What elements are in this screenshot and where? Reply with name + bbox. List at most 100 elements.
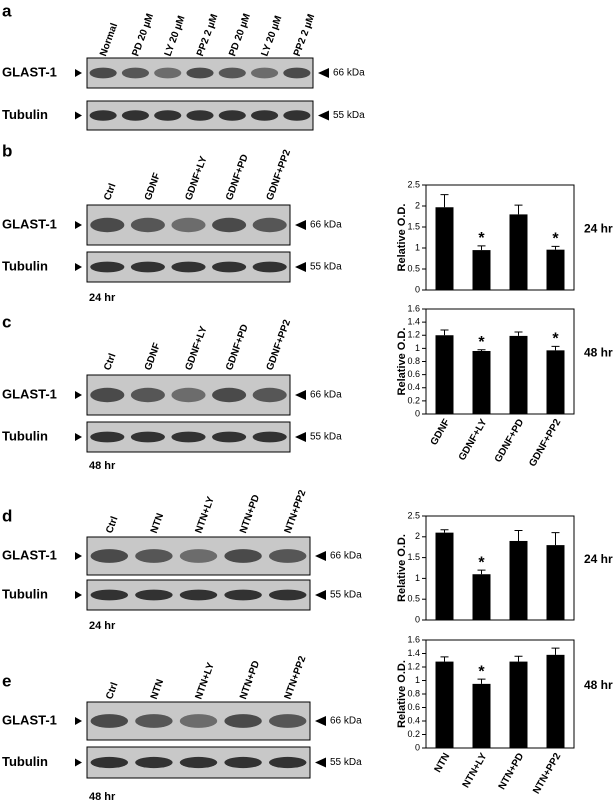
blot-band [135, 756, 173, 769]
bar [509, 214, 528, 290]
error-bar [514, 331, 523, 336]
blot-band [171, 261, 206, 273]
significance-mark: * [552, 331, 559, 348]
blot-band [130, 261, 165, 273]
blot-band [186, 67, 214, 79]
y-axis-label: Relative O.D. [396, 534, 408, 602]
x-tick-label: GDNF+PD [493, 417, 527, 464]
error-bar [514, 655, 523, 662]
error-bar [551, 532, 560, 546]
time-label: 48 hr [89, 791, 116, 803]
row-label: GLAST-1 [2, 386, 57, 401]
blot-band [179, 549, 218, 563]
row-arrow [75, 263, 82, 271]
marker-arrow [315, 757, 326, 768]
bar [472, 683, 491, 748]
blot-band [179, 756, 218, 769]
blot-band [135, 589, 173, 601]
blot-band [171, 431, 206, 443]
y-tick-label: 0.4 [407, 382, 420, 392]
size-marker: 66 kDa [333, 68, 365, 79]
blot-band [154, 110, 182, 121]
y-tick-label: 0 [415, 408, 420, 418]
blot-band [212, 261, 247, 273]
bar [546, 249, 565, 290]
y-axis-label: Relative O.D. [396, 328, 408, 396]
lane-label: Ctrl [104, 681, 120, 701]
error-bar [551, 647, 560, 655]
error-bar [477, 349, 486, 351]
blot-band [224, 589, 262, 601]
row-label: Tubulin [2, 586, 48, 601]
blot-band [90, 756, 129, 769]
marker-arrow [315, 716, 326, 726]
blot-band [89, 110, 117, 121]
error-bar [477, 678, 486, 684]
y-tick-label: 2 [415, 200, 420, 210]
blot-band [130, 217, 165, 233]
plot-frame [425, 184, 575, 291]
error-bar [514, 530, 523, 541]
lane-label: GDNF+PP2 [265, 318, 294, 372]
row-arrow [75, 391, 82, 399]
error-bar [477, 569, 486, 575]
row-arrow [75, 433, 82, 441]
bar [472, 351, 491, 414]
y-tick-label: 0.8 [407, 356, 420, 366]
size-marker: 55 kDa [330, 590, 362, 601]
significance-mark: * [478, 230, 485, 247]
error-bar [514, 204, 523, 215]
row-arrow [75, 552, 82, 560]
x-tick-label: GDNF+LY [457, 417, 490, 463]
error-bar [477, 245, 486, 251]
bar [509, 540, 528, 620]
blot-band [224, 714, 262, 728]
lane-label: PP2 2 µM [292, 13, 317, 58]
size-marker: 66 kDa [330, 551, 362, 562]
row-label: Tubulin [2, 107, 48, 122]
bar [546, 654, 565, 748]
blot-band [121, 110, 149, 121]
y-tick-label: 0.4 [407, 715, 420, 725]
lane-label: NTN [149, 512, 166, 535]
y-tick-label: 1.4 [407, 317, 420, 327]
blot-band [130, 387, 165, 403]
blot-band [252, 217, 287, 233]
bar [546, 545, 565, 620]
blot-band [252, 387, 287, 403]
size-marker: 66 kDa [310, 390, 342, 401]
blot-band [121, 67, 149, 79]
blot-band [90, 387, 125, 403]
blot-band [90, 431, 125, 443]
blot-band [212, 217, 247, 233]
y-tick-label: 0.5 [407, 594, 420, 604]
y-tick-label: 0.6 [407, 369, 420, 379]
panel-letter: a [2, 1, 12, 20]
blot-band [251, 67, 279, 79]
lane-label: NTN+PP2 [283, 654, 309, 701]
lane-label: LY 20 µM [260, 14, 285, 58]
size-marker: 55 kDa [333, 110, 365, 121]
blot-band [171, 217, 206, 233]
x-tick-label: NTN+LY [461, 751, 490, 790]
lane-label: PD 20 µM [130, 12, 156, 58]
blot-band [283, 110, 311, 121]
blot-band [268, 589, 307, 601]
y-tick-label: 0.2 [407, 729, 420, 739]
blot-band [252, 431, 287, 443]
marker-arrow [295, 432, 306, 442]
lane-label: NTN+PP2 [283, 488, 309, 535]
blot-band [212, 387, 247, 403]
bar [435, 532, 454, 620]
lane-label: NTN+LY [193, 661, 217, 701]
row-arrow [75, 221, 82, 229]
row-label: GLAST-1 [2, 547, 57, 562]
y-tick-label: 0 [415, 742, 420, 752]
x-tick-label: NTN [433, 751, 453, 774]
blot-band [89, 67, 117, 79]
row-label: GLAST-1 [2, 64, 57, 79]
blot-band [224, 549, 262, 563]
y-axis-label: Relative O.D. [396, 204, 408, 272]
y-tick-label: 1 [415, 675, 420, 685]
blot-band [224, 756, 262, 769]
